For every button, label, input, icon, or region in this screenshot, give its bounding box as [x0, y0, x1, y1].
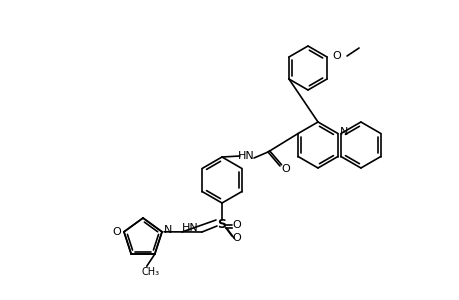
Text: CH₃: CH₃ — [141, 267, 159, 277]
Text: O: O — [281, 164, 290, 174]
Text: O: O — [232, 233, 241, 243]
Text: N: N — [339, 127, 347, 136]
Text: O: O — [332, 51, 341, 61]
Text: HN: HN — [237, 151, 254, 161]
Text: S: S — [217, 218, 226, 232]
Text: O: O — [232, 220, 241, 230]
Text: O: O — [112, 227, 121, 237]
Text: HN: HN — [181, 223, 198, 233]
Text: N: N — [163, 225, 172, 235]
